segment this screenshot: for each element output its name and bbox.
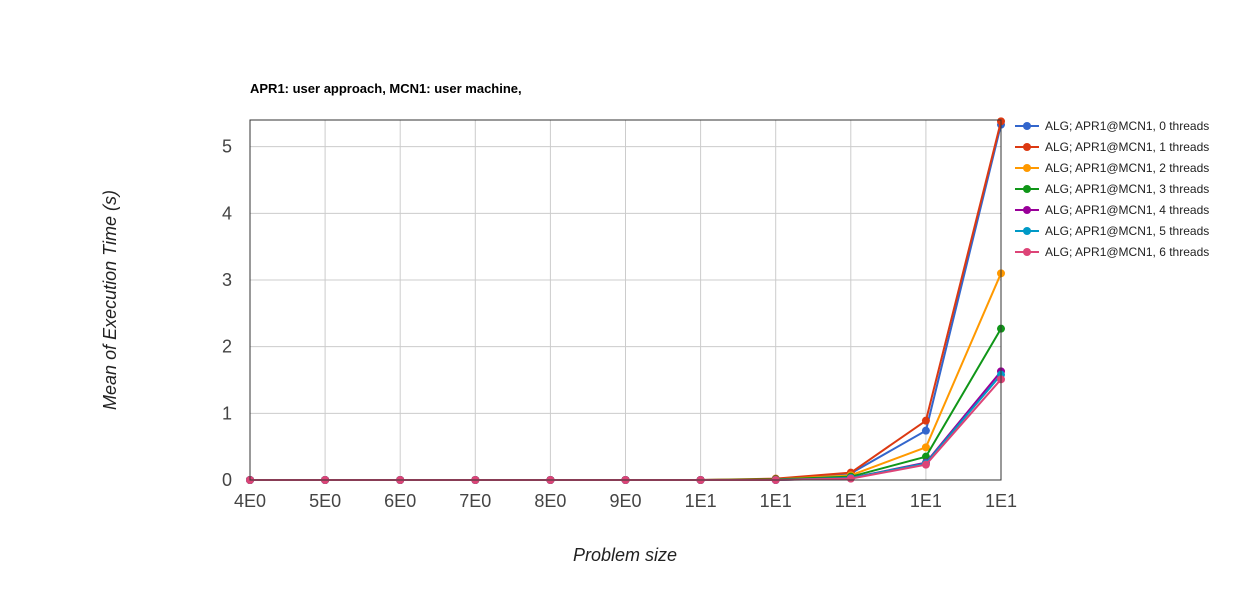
legend-label: ALG; APR1@MCN1, 3 threads	[1045, 182, 1209, 196]
x-tick-label: 5E0	[309, 491, 341, 511]
x-tick-label: 9E0	[609, 491, 641, 511]
y-tick-label: 3	[222, 270, 232, 290]
y-tick-label: 2	[222, 337, 232, 357]
x-axis-ticks: 4E0 5E0 6E0 7E0 8E0 9E0 1E1 1E1 1E1 1E1 1E1	[234, 491, 1017, 511]
x-tick-label: 1E1	[760, 491, 792, 511]
x-tick-label: 1E1	[910, 491, 942, 511]
legend-item[interactable]: ALG; APR1@MCN1, 2 threads	[1015, 161, 1209, 175]
data-point[interactable]	[921, 416, 930, 425]
legend-swatch-marker	[1023, 227, 1031, 235]
legend-label: ALG; APR1@MCN1, 2 threads	[1045, 161, 1209, 175]
x-tick-label: 8E0	[534, 491, 566, 511]
legend-swatch-marker	[1023, 248, 1031, 256]
y-axis-ticks: 0 1 2 3 4 5	[222, 137, 232, 490]
y-tick-label: 0	[222, 470, 232, 490]
y-tick-label: 1	[222, 403, 232, 423]
legend-swatch-marker	[1023, 185, 1031, 193]
data-point[interactable]	[921, 460, 930, 469]
legend-item[interactable]: ALG; APR1@MCN1, 5 threads	[1015, 224, 1209, 238]
legend-item[interactable]: ALG; APR1@MCN1, 1 threads	[1015, 140, 1209, 154]
chart-title: APR1: user approach, MCN1: user machine,	[250, 81, 522, 96]
y-tick-label: 4	[222, 203, 232, 223]
legend-item[interactable]: ALG; APR1@MCN1, 6 threads	[1015, 245, 1209, 259]
legend-swatch-marker	[1023, 164, 1031, 172]
plot-frame	[249, 119, 1002, 481]
data-point[interactable]	[921, 443, 930, 452]
x-axis-label: Problem size	[573, 545, 677, 565]
x-tick-label: 4E0	[234, 491, 266, 511]
legend-swatch-marker	[1023, 143, 1031, 151]
legend[interactable]: ALG; APR1@MCN1, 0 threads ALG; APR1@MCN1,…	[1015, 119, 1209, 259]
legend-item[interactable]: ALG; APR1@MCN1, 0 threads	[1015, 119, 1209, 133]
x-tick-label: 1E1	[685, 491, 717, 511]
legend-swatch-marker	[1023, 206, 1031, 214]
x-tick-label: 7E0	[459, 491, 491, 511]
legend-swatch-marker	[1023, 122, 1031, 130]
legend-label: ALG; APR1@MCN1, 6 threads	[1045, 245, 1209, 259]
legend-label: ALG; APR1@MCN1, 4 threads	[1045, 203, 1209, 217]
legend-item[interactable]: ALG; APR1@MCN1, 4 threads	[1015, 203, 1209, 217]
y-tick-label: 5	[222, 137, 232, 157]
x-tick-label: 6E0	[384, 491, 416, 511]
legend-item[interactable]: ALG; APR1@MCN1, 3 threads	[1015, 182, 1209, 196]
grid-layer	[249, 120, 1002, 481]
data-point[interactable]	[921, 426, 930, 435]
legend-label: ALG; APR1@MCN1, 1 threads	[1045, 140, 1209, 154]
x-tick-label: 1E1	[835, 491, 867, 511]
data-point[interactable]	[846, 474, 855, 483]
x-tick-label: 1E1	[985, 491, 1017, 511]
legend-label: ALG; APR1@MCN1, 5 threads	[1045, 224, 1209, 238]
legend-label: ALG; APR1@MCN1, 0 threads	[1045, 119, 1209, 133]
y-axis-label: Mean of Execution Time (s)	[100, 190, 120, 410]
